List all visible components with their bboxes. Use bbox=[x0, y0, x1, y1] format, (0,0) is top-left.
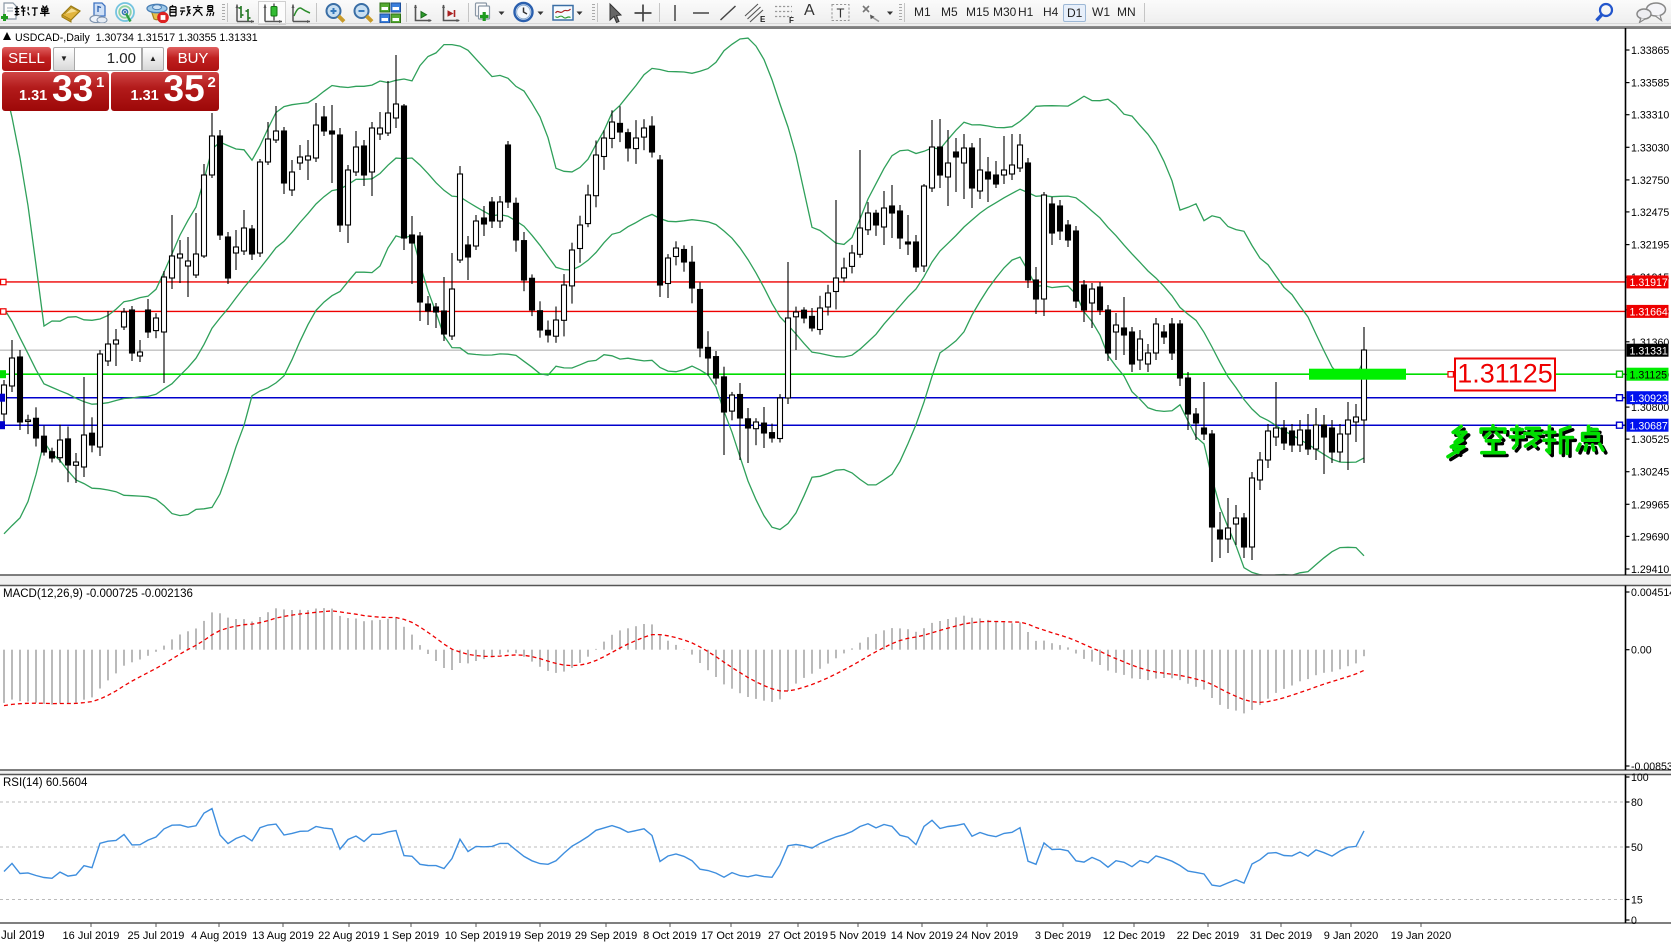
svg-text:10 Sep 2019: 10 Sep 2019 bbox=[445, 930, 507, 942]
svg-text:8 Oct 2019: 8 Oct 2019 bbox=[643, 930, 697, 942]
svg-text:12 Dec 2019: 12 Dec 2019 bbox=[1103, 930, 1165, 942]
svg-text:1.31917: 1.31917 bbox=[1630, 277, 1668, 289]
svg-text:29 Sep 2019: 29 Sep 2019 bbox=[575, 930, 637, 942]
svg-text:USDCAD-,Daily 1.30734 1.31517: USDCAD-,Daily 1.30734 1.31517 1.30355 1.… bbox=[15, 32, 258, 44]
svg-text:17 Oct 2019: 17 Oct 2019 bbox=[701, 930, 761, 942]
svg-text:1.30525: 1.30525 bbox=[1631, 434, 1669, 446]
svg-text:4 Aug 2019: 4 Aug 2019 bbox=[191, 930, 247, 942]
svg-text:1 Sep 2019: 1 Sep 2019 bbox=[383, 930, 439, 942]
svg-text:1.29410: 1.29410 bbox=[1631, 564, 1669, 576]
svg-text:1.30687: 1.30687 bbox=[1630, 420, 1668, 432]
svg-text:31 Dec 2019: 31 Dec 2019 bbox=[1250, 930, 1312, 942]
svg-text:Jul 2019: Jul 2019 bbox=[1, 930, 44, 942]
svg-text:0.004514: 0.004514 bbox=[1631, 587, 1671, 599]
svg-text:1.30923: 1.30923 bbox=[1630, 393, 1668, 405]
svg-text:25 Jul 2019: 25 Jul 2019 bbox=[128, 930, 185, 942]
svg-text:1.30800: 1.30800 bbox=[1631, 402, 1669, 414]
svg-text:16 Jul 2019: 16 Jul 2019 bbox=[63, 930, 120, 942]
svg-text:1.31664: 1.31664 bbox=[1630, 307, 1668, 319]
svg-text:9 Jan 2020: 9 Jan 2020 bbox=[1324, 930, 1378, 942]
svg-text:19 Jan 2020: 19 Jan 2020 bbox=[1391, 930, 1452, 942]
svg-text:1.33030: 1.33030 bbox=[1631, 142, 1669, 154]
svg-text:19 Sep 2019: 19 Sep 2019 bbox=[509, 930, 571, 942]
svg-text:0.00: 0.00 bbox=[1631, 645, 1652, 657]
svg-text:F: F bbox=[789, 16, 794, 25]
svg-text:1.31125: 1.31125 bbox=[1630, 369, 1668, 381]
svg-text:24 Nov 2019: 24 Nov 2019 bbox=[956, 930, 1018, 942]
svg-text:1.30245: 1.30245 bbox=[1631, 467, 1669, 479]
svg-text:50: 50 bbox=[1631, 842, 1643, 854]
svg-text:27 Oct 2019: 27 Oct 2019 bbox=[768, 930, 828, 942]
svg-text:1.33310: 1.33310 bbox=[1631, 110, 1669, 122]
svg-text:22 Dec 2019: 22 Dec 2019 bbox=[1177, 930, 1239, 942]
svg-text:1.32475: 1.32475 bbox=[1631, 207, 1669, 219]
svg-text:15: 15 bbox=[1631, 895, 1643, 907]
svg-text:13 Aug 2019: 13 Aug 2019 bbox=[252, 930, 314, 942]
svg-text:1.31331: 1.31331 bbox=[1630, 345, 1668, 357]
svg-text:1.33585: 1.33585 bbox=[1631, 78, 1669, 90]
svg-text:1.29690: 1.29690 bbox=[1631, 531, 1669, 543]
svg-text:1.33865: 1.33865 bbox=[1631, 45, 1669, 57]
svg-text:MACD(12,26,9) -0.000725 -0.002: MACD(12,26,9) -0.000725 -0.002136 bbox=[3, 588, 193, 600]
svg-text:3 Dec 2019: 3 Dec 2019 bbox=[1035, 930, 1091, 942]
svg-text:14 Nov 2019: 14 Nov 2019 bbox=[891, 930, 953, 942]
svg-text:E: E bbox=[760, 15, 766, 24]
svg-text:T: T bbox=[837, 6, 845, 21]
svg-text:1.32195: 1.32195 bbox=[1631, 240, 1669, 252]
svg-text:80: 80 bbox=[1631, 797, 1643, 809]
svg-text:1.29965: 1.29965 bbox=[1631, 499, 1669, 511]
svg-text:5 Nov 2019: 5 Nov 2019 bbox=[830, 930, 886, 942]
svg-text:-0.008533: -0.008533 bbox=[1631, 761, 1671, 773]
svg-text:100: 100 bbox=[1631, 772, 1649, 784]
svg-text:1.32750: 1.32750 bbox=[1631, 175, 1669, 187]
svg-text:1.31125: 1.31125 bbox=[1457, 359, 1553, 389]
svg-text:0: 0 bbox=[1631, 915, 1637, 927]
svg-text:22 Aug 2019: 22 Aug 2019 bbox=[318, 930, 380, 942]
svg-text:RSI(14) 60.5604: RSI(14) 60.5604 bbox=[3, 777, 88, 789]
